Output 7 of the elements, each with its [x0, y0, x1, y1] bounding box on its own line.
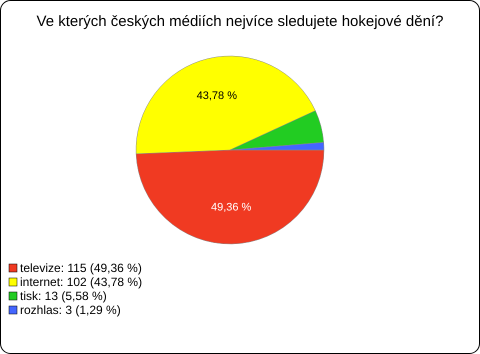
- legend-label: internet: 102 (43,78 %): [20, 275, 142, 289]
- legend-label: rozhlas: 3 (1,29 %): [20, 303, 121, 317]
- legend-label: tisk: 13 (5,58 %): [20, 289, 107, 303]
- chart-title: Ve kterých českých médiích nejvíce sledujete hokejové dění?: [36, 13, 444, 30]
- data-label: 49,36 %: [210, 201, 252, 214]
- legend-label: televize: 115 (49,36 %): [20, 261, 142, 275]
- data-label: 43,78 %: [196, 90, 238, 102]
